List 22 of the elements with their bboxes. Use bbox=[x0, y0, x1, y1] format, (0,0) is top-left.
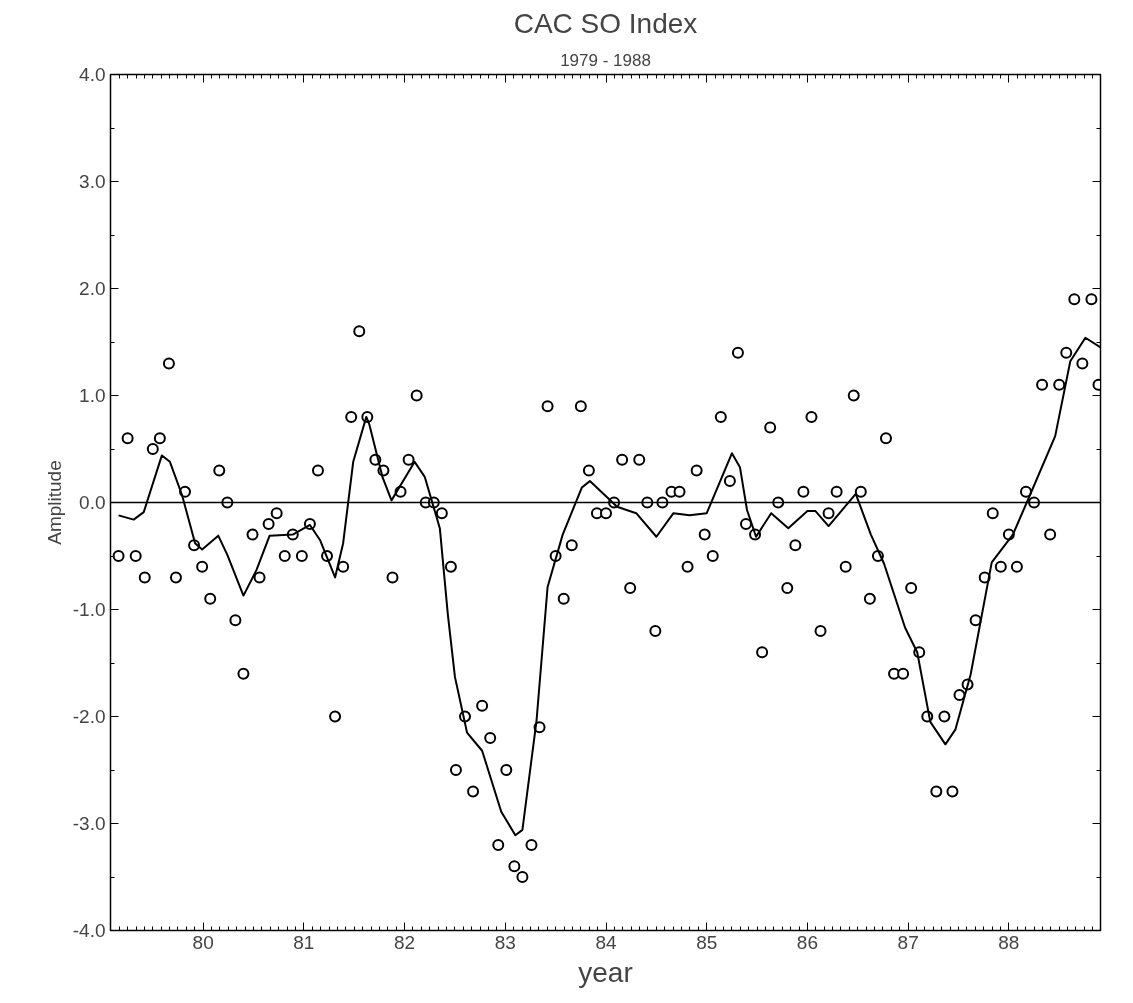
chart-title: CAC SO Index bbox=[513, 7, 698, 39]
y-tick-label: 0.0 bbox=[79, 492, 106, 513]
y-tick-label: -2.0 bbox=[72, 706, 106, 727]
y-tick-label: 4.0 bbox=[79, 64, 106, 85]
x-tick-label: 88 bbox=[998, 931, 1020, 953]
y-tick-label: 2.0 bbox=[79, 278, 106, 299]
x-tick-label: 81 bbox=[293, 931, 315, 953]
x-tick-label: 82 bbox=[394, 931, 416, 953]
y-tick-label: -3.0 bbox=[72, 813, 106, 834]
x-axis-title: year bbox=[578, 956, 633, 988]
x-tick-label: 83 bbox=[494, 931, 516, 953]
y-axis-title: Amplitude bbox=[43, 460, 65, 545]
x-tick-label: 80 bbox=[192, 931, 214, 953]
y-tick-label: 1.0 bbox=[79, 385, 106, 406]
y-tick-label: -4.0 bbox=[72, 920, 106, 941]
x-tick-label: 87 bbox=[897, 931, 919, 953]
x-tick-label: 85 bbox=[696, 931, 718, 953]
y-tick-label: 3.0 bbox=[79, 171, 106, 192]
x-tick-label: 84 bbox=[595, 931, 617, 953]
x-tick-label: 86 bbox=[796, 931, 818, 953]
chart-subtitle: 1979 - 1988 bbox=[560, 50, 651, 70]
y-tick-label: -1.0 bbox=[72, 599, 106, 620]
